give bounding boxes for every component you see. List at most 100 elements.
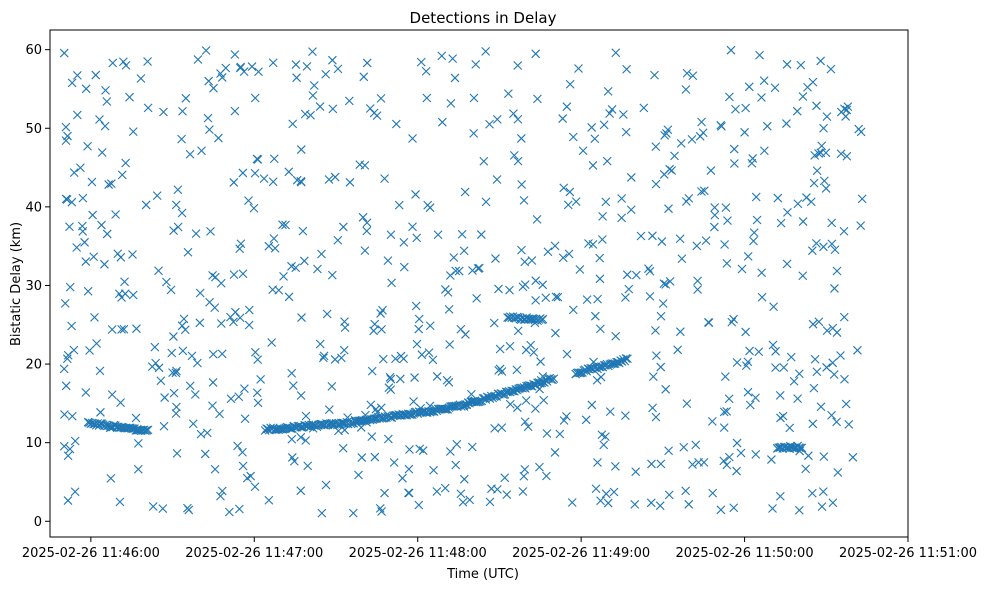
data-point <box>681 486 691 496</box>
data-point <box>513 114 523 124</box>
data-point <box>437 51 447 61</box>
data-point <box>551 328 560 338</box>
data-point <box>151 358 161 368</box>
data-point <box>284 292 294 302</box>
data-point <box>254 67 263 77</box>
data-point <box>473 264 483 273</box>
data-point <box>289 456 299 466</box>
data-point <box>741 103 751 113</box>
data-point <box>197 146 206 156</box>
data-point <box>360 410 370 420</box>
data-point <box>208 349 218 359</box>
data-point <box>169 226 179 236</box>
data-point <box>336 353 346 363</box>
data-point <box>92 339 101 348</box>
data-point <box>786 352 796 362</box>
data-point <box>681 85 691 94</box>
data-point <box>459 402 469 411</box>
data-point <box>61 136 71 146</box>
data-point <box>180 325 190 335</box>
data-point <box>822 326 832 335</box>
data-point <box>722 258 732 268</box>
data-point <box>536 375 546 385</box>
data-point <box>605 407 615 417</box>
data-point <box>72 110 82 120</box>
data-point <box>559 416 569 425</box>
data-point <box>530 318 540 328</box>
data-point <box>183 503 192 513</box>
data-point <box>360 160 370 170</box>
data-point <box>178 346 188 356</box>
data-point <box>720 372 730 381</box>
data-point <box>354 470 363 480</box>
data-point <box>339 345 349 355</box>
data-point <box>744 82 754 92</box>
data-point <box>190 390 200 399</box>
data-point <box>598 211 607 221</box>
data-point <box>188 419 198 429</box>
data-point <box>582 295 592 304</box>
data-point <box>593 458 602 467</box>
data-point <box>785 423 795 433</box>
data-point <box>206 227 215 236</box>
y-tick-label: 0 <box>34 515 42 530</box>
data-point <box>173 185 183 195</box>
data-point <box>699 186 709 196</box>
data-point <box>719 423 729 433</box>
data-point <box>204 76 214 86</box>
data-point <box>118 57 128 67</box>
data-point <box>656 362 666 372</box>
data-point <box>782 259 792 269</box>
data-point <box>798 271 808 281</box>
data-point <box>372 407 382 417</box>
data-point <box>371 414 380 424</box>
data-point <box>648 231 657 241</box>
data-point <box>209 83 218 93</box>
data-point <box>757 292 767 302</box>
data-point <box>69 345 79 355</box>
data-point <box>106 473 116 483</box>
data-point <box>664 490 674 500</box>
data-point <box>631 270 641 280</box>
data-point <box>749 236 758 246</box>
data-point <box>617 194 627 203</box>
data-point <box>442 375 452 385</box>
data-point <box>81 84 91 94</box>
data-point <box>684 499 694 509</box>
data-point <box>70 436 80 446</box>
data-point <box>376 93 386 103</box>
data-point <box>396 351 406 361</box>
data-point <box>100 259 109 269</box>
data-point <box>595 324 605 334</box>
data-point <box>645 266 655 276</box>
data-point <box>303 461 313 471</box>
data-point <box>418 446 428 455</box>
data-point <box>128 127 138 137</box>
data-point <box>597 430 607 440</box>
data-point <box>253 355 263 364</box>
data-point <box>782 119 791 128</box>
data-point <box>741 361 751 371</box>
data-point <box>78 227 88 236</box>
data-point <box>162 277 171 287</box>
data-point <box>101 86 110 95</box>
data-point <box>409 397 418 406</box>
data-point <box>575 368 585 378</box>
data-point <box>457 229 467 239</box>
data-point <box>707 417 717 426</box>
data-point <box>708 488 718 498</box>
data-point <box>380 488 389 498</box>
y-tick-label: 10 <box>25 436 42 451</box>
data-point <box>322 309 332 319</box>
data-point <box>399 238 409 247</box>
data-point <box>324 405 334 415</box>
data-point <box>657 237 667 246</box>
data-point <box>454 266 464 276</box>
data-point <box>822 112 832 122</box>
data-point <box>808 419 818 429</box>
data-point <box>404 488 413 498</box>
data-point <box>692 241 702 251</box>
data-point <box>143 57 152 66</box>
data-point <box>173 222 183 232</box>
data-point <box>406 409 416 419</box>
